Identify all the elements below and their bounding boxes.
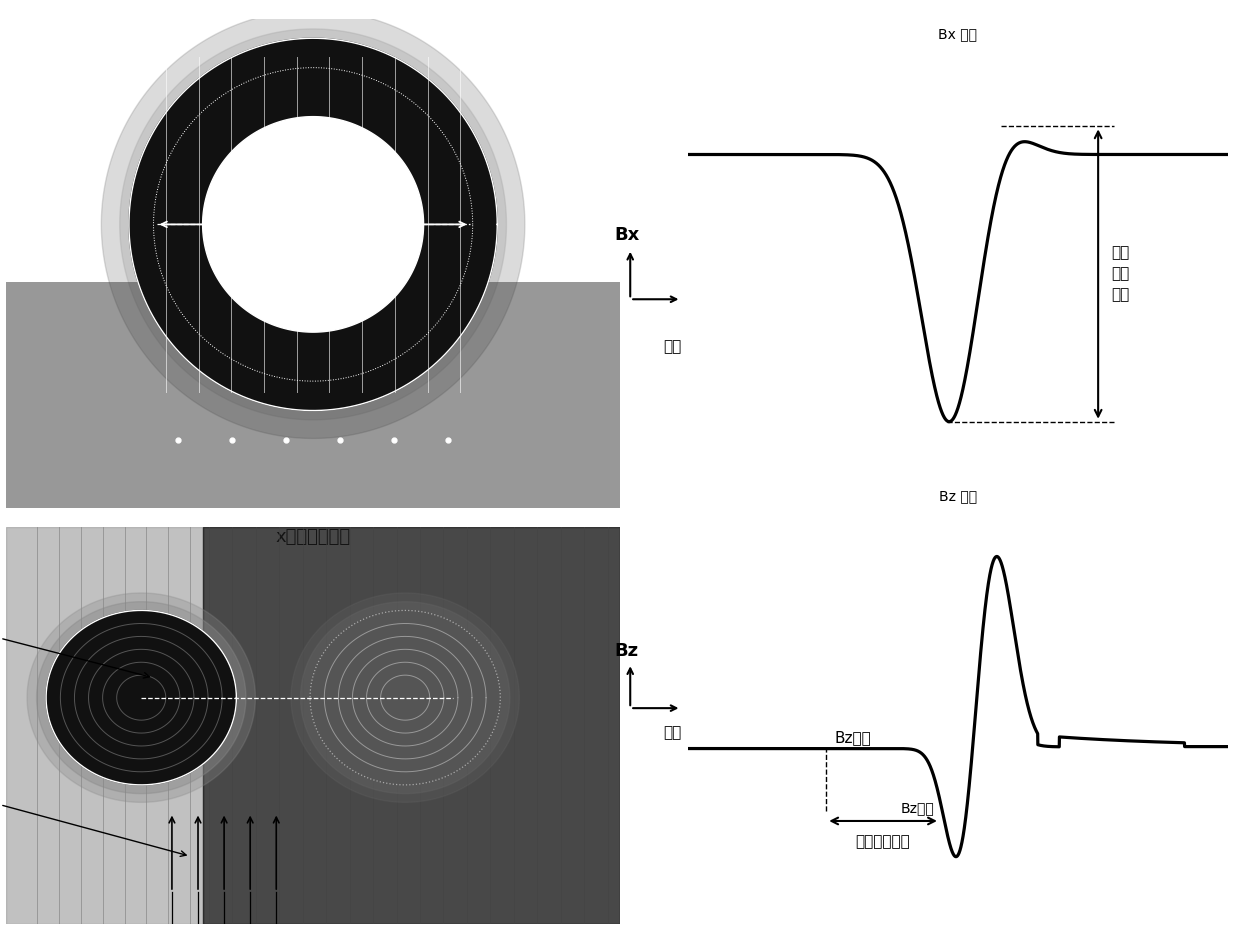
Polygon shape [202, 117, 424, 332]
Text: Bz: Bz [615, 642, 639, 660]
Polygon shape [202, 527, 620, 924]
Polygon shape [27, 593, 255, 802]
Polygon shape [300, 602, 510, 794]
Text: 裂纹表面长度: 裂纹表面长度 [856, 834, 910, 850]
Text: 距离: 距离 [663, 725, 682, 740]
Polygon shape [102, 10, 525, 439]
Text: 距离: 距离 [663, 340, 682, 355]
Text: 裂纹
口袋
深度: 裂纹 口袋 深度 [1111, 245, 1130, 302]
Title: Bx 信号: Bx 信号 [939, 27, 977, 41]
Title: Bz 信号: Bz 信号 [939, 489, 977, 503]
Polygon shape [129, 38, 497, 411]
Polygon shape [129, 38, 497, 411]
Text: Bx: Bx [614, 226, 640, 244]
Polygon shape [120, 29, 506, 420]
Polygon shape [37, 602, 246, 794]
Polygon shape [310, 610, 500, 785]
Text: Bz波谷: Bz波谷 [900, 801, 935, 815]
FancyBboxPatch shape [0, 282, 699, 655]
Text: x方向磁场分布: x方向磁场分布 [275, 528, 351, 546]
Polygon shape [6, 527, 202, 924]
Text: Bz波峰: Bz波峰 [835, 730, 872, 745]
Polygon shape [46, 610, 237, 785]
Polygon shape [291, 593, 520, 802]
